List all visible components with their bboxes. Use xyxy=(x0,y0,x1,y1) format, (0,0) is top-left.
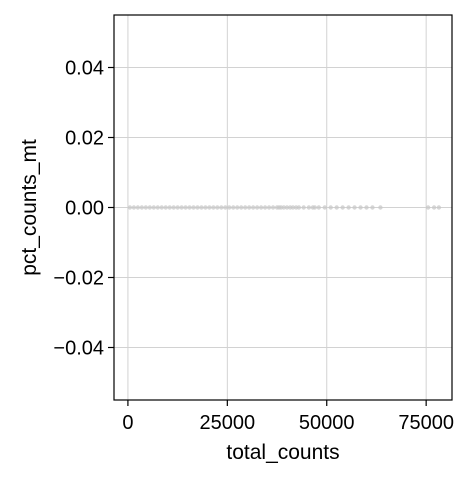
data-point xyxy=(436,205,442,210)
data-point xyxy=(247,205,252,210)
data-point xyxy=(254,205,260,210)
data-point xyxy=(151,205,156,210)
data-point xyxy=(215,205,220,210)
y-tick-label: −0.04 xyxy=(53,338,104,360)
data-point xyxy=(127,205,133,210)
x-tick-label: 0 xyxy=(122,412,133,434)
data-point xyxy=(296,205,302,210)
axis-ticks: 0 25000 50000 75000 −0.04 −0.02 0.00 0.02 0.04 xyxy=(53,58,454,435)
data-point xyxy=(258,205,264,210)
data-point xyxy=(370,205,375,210)
x-tick-label: 75000 xyxy=(398,412,454,434)
data-point xyxy=(219,205,224,210)
data-point xyxy=(425,205,431,210)
x-axis-label: total_counts xyxy=(226,441,339,464)
data-point xyxy=(187,205,192,210)
x-tick-label: 50000 xyxy=(299,412,355,434)
data-point xyxy=(131,205,137,210)
data-point xyxy=(231,205,236,210)
data-point xyxy=(235,205,240,210)
data-point xyxy=(175,205,180,210)
data-point xyxy=(135,205,141,210)
data-point xyxy=(301,205,306,210)
data-point xyxy=(163,205,168,210)
data-point xyxy=(227,205,232,210)
data-point xyxy=(239,205,244,210)
data-point xyxy=(155,205,160,210)
data-point xyxy=(171,205,176,210)
data-point xyxy=(306,205,312,210)
y-tick-label: 0.00 xyxy=(65,198,104,220)
data-point xyxy=(183,205,188,210)
data-point xyxy=(250,205,256,210)
data-point xyxy=(203,205,208,210)
data-point xyxy=(340,205,345,210)
data-point xyxy=(346,205,351,210)
data-point xyxy=(147,205,152,210)
data-point xyxy=(199,205,204,210)
x-tick-label: 25000 xyxy=(200,412,256,434)
data-point xyxy=(378,205,383,210)
data-point xyxy=(243,205,248,210)
data-point xyxy=(159,205,164,210)
data-point xyxy=(352,205,357,210)
data-point xyxy=(312,205,318,210)
data-point xyxy=(322,205,327,210)
data-point xyxy=(207,205,212,210)
data-point xyxy=(270,205,276,210)
data-point xyxy=(262,205,268,210)
data-point xyxy=(223,205,228,210)
data-point xyxy=(328,205,333,210)
data-point xyxy=(191,205,196,210)
data-point xyxy=(358,205,363,210)
data-point xyxy=(195,205,200,210)
data-point xyxy=(179,205,184,210)
y-axis-label: pct_counts_mt xyxy=(18,139,41,276)
y-tick-label: 0.04 xyxy=(65,58,104,80)
y-tick-label: −0.02 xyxy=(53,268,104,290)
data-point xyxy=(143,205,149,210)
data-point xyxy=(316,205,321,210)
data-point xyxy=(211,205,216,210)
data-point xyxy=(139,205,145,210)
data-points xyxy=(127,205,442,210)
data-point xyxy=(290,205,296,210)
y-tick-label: 0.02 xyxy=(65,128,104,150)
data-point xyxy=(266,205,272,210)
data-point xyxy=(167,205,172,210)
data-point xyxy=(364,205,369,210)
data-point xyxy=(431,205,437,210)
data-point xyxy=(334,205,339,210)
data-point xyxy=(281,205,286,210)
data-point xyxy=(284,205,290,210)
